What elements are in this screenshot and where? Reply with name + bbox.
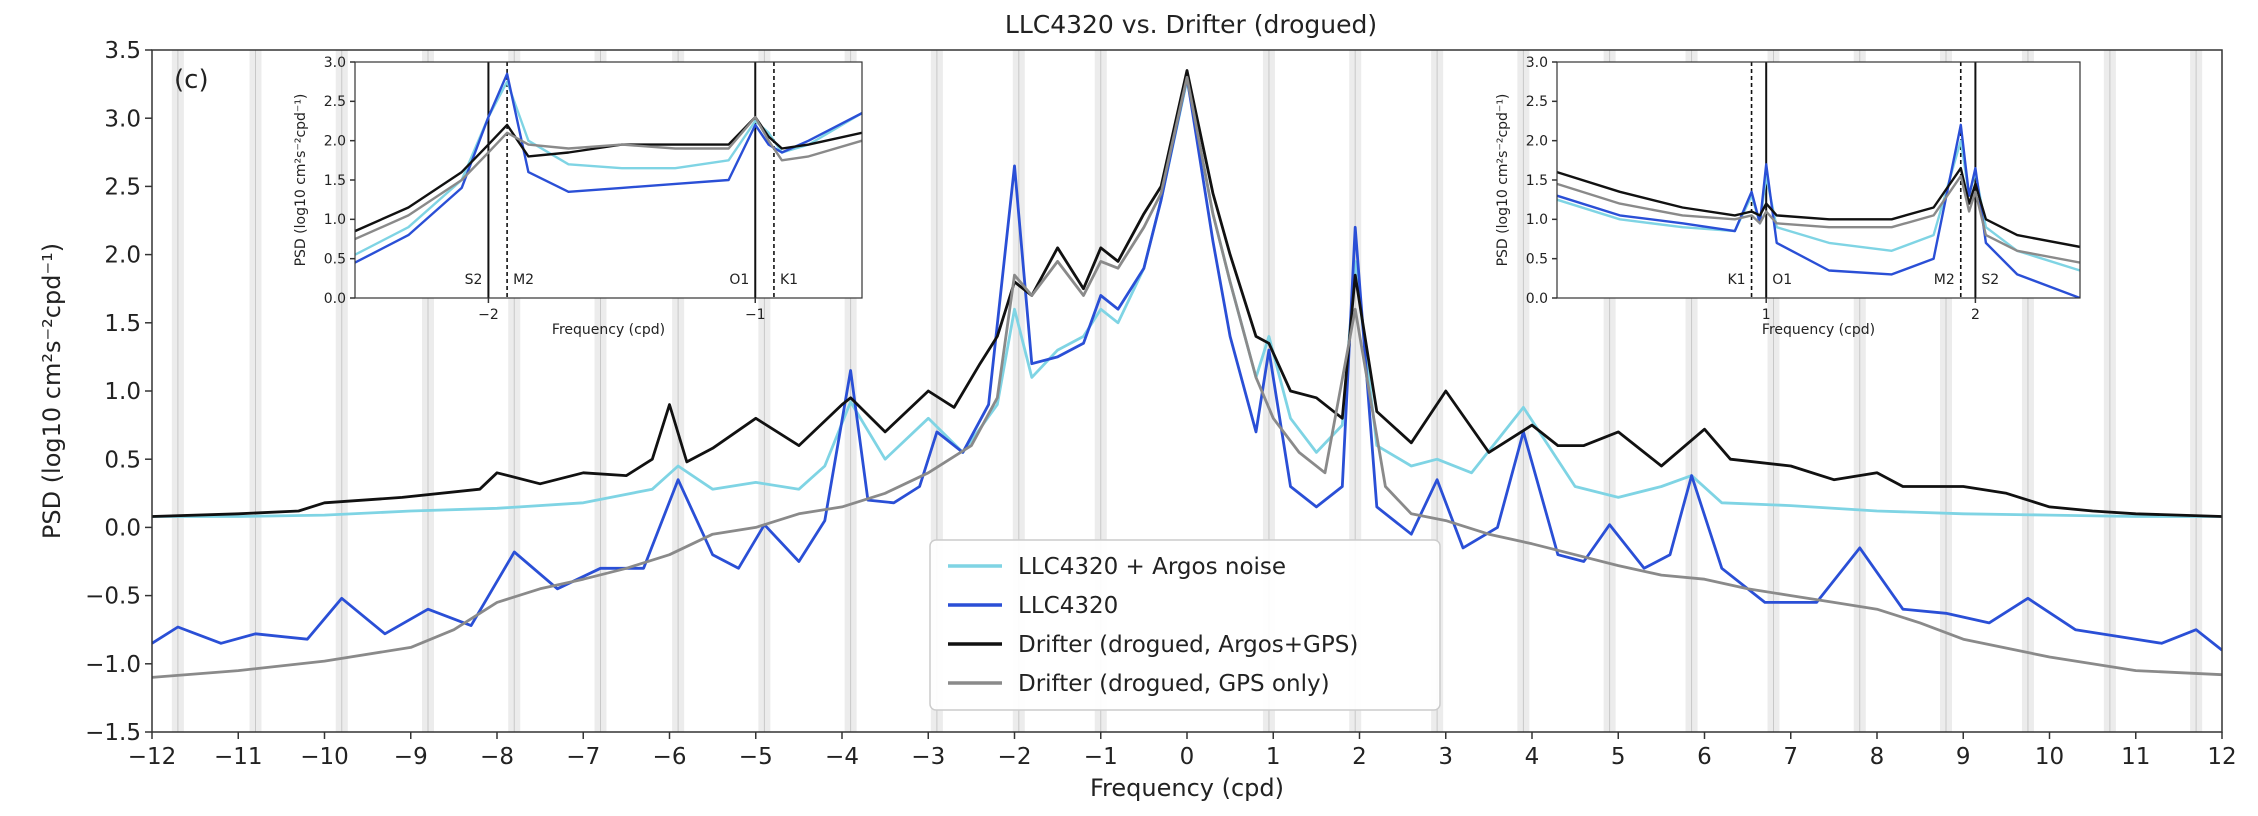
y-tick-label: 2.5 [104,174,141,200]
series-group [1557,123,2080,298]
constituent-label: S2 [465,272,483,288]
series-line [152,75,2222,679]
x-tick-label: 5 [1611,744,1626,770]
x-tick-label: −10 [300,744,349,770]
x-tick-label: −12 [128,744,177,770]
plot-background [355,62,862,298]
constituent-label: K1 [780,272,798,288]
y-tick-label: 3.0 [324,55,346,71]
x-tick-label: −11 [214,744,263,770]
y-tick-label: 1.0 [324,212,346,228]
x-tick-label: 8 [1870,744,1885,770]
x-tick-label: 2 [1971,307,1980,323]
x-tick-label: 11 [2121,744,2150,770]
legend-label: Drifter (drogued, Argos+GPS) [1018,632,1358,658]
y-tick-label: −1.0 [85,652,141,678]
x-tick-label: 7 [1783,744,1798,770]
y-axis-label: PSD (log10 cm²s⁻²cpd⁻¹) [293,94,309,267]
y-tick-label: −1.5 [85,720,141,746]
x-axis-label: Frequency (cpd) [1090,774,1284,802]
y-tick-label: 0.5 [1526,252,1548,268]
x-tick-label: −8 [480,744,514,770]
series-group [152,69,2222,679]
x-tick-label: 4 [1525,744,1540,770]
x-tick-label: −5 [739,744,773,770]
constituent-label: O1 [1772,272,1792,288]
y-tick-label: 0.0 [324,291,346,307]
y-axis-label: PSD (log10 cm²s⁻²cpd⁻¹) [38,243,66,539]
constituent-label: K1 [1727,272,1745,288]
x-tick-label: −3 [911,744,945,770]
y-tick-label: 1.0 [1526,212,1548,228]
x-tick-label: −6 [653,744,687,770]
constituent-label: M2 [1934,272,1955,288]
x-tick-label: 3 [1438,744,1453,770]
x-tick-label: −1 [1084,744,1118,770]
x-axis-label: Frequency (cpd) [1762,322,1875,338]
legend-label: LLC4320 [1018,593,1118,619]
y-tick-label: 0.0 [104,515,141,541]
x-tick-label: −1 [745,307,766,323]
y-tick-label: 3.0 [1526,55,1548,71]
x-tick-label: 0 [1180,744,1195,770]
y-tick-label: 3.0 [104,106,141,132]
x-tick-label: 2 [1352,744,1367,770]
y-tick-label: 1.0 [104,379,141,405]
x-tick-label: −2 [478,307,499,323]
constituent-label: S2 [1981,272,1999,288]
series-group [355,72,862,264]
legend: LLC4320 + Argos noise LLC4320 Drifter (dro… [929,539,1441,711]
x-tick-label: −7 [566,744,600,770]
y-tick-label: 0.5 [324,252,346,268]
x-tick-label: −2 [998,744,1032,770]
x-tick-label: 9 [1956,744,1971,770]
x-tick-label: −9 [394,744,428,770]
y-tick-label: 1.5 [104,311,141,337]
legend-box [929,539,1441,711]
series-line [1557,167,2080,249]
y-tick-label: 2.0 [1526,134,1548,150]
y-tick-label: 2.0 [104,243,141,269]
plot-background [1557,62,2080,298]
x-tick-label: 10 [2035,744,2064,770]
x-tick-label: 1 [1762,307,1771,323]
constituent-label: O1 [729,272,749,288]
y-tick-label: 1.5 [324,173,346,189]
y-tick-label: 0.0 [1526,291,1548,307]
x-tick-label: −4 [825,744,859,770]
x-tick-label: 12 [2207,744,2236,770]
y-tick-label: −0.5 [85,584,141,610]
y-tick-label: 1.5 [1526,173,1548,189]
y-tick-label: 2.5 [324,94,346,110]
y-tick-label: 2.5 [1526,94,1548,110]
panel-label: (c) [174,65,209,95]
series-line [152,69,2222,518]
y-axis-label: PSD (log10 cm²s⁻²cpd⁻¹) [1495,94,1511,267]
chart-title: LLC4320 vs. Drifter (drogued) [1005,10,1377,39]
series-line [1557,174,2080,264]
x-tick-label: 6 [1697,744,1712,770]
x-tick-label: 1 [1266,744,1281,770]
inset-right: 1 2 0.0 0.5 1.0 1.5 2.0 2.5 3.0 Frequency (cpd) PS… [1495,55,2081,338]
series-line [355,115,862,241]
inset-left: −2 −1 0.0 0.5 1.0 1.5 2.0 2.5 3.0 Frequency (cpd)… [293,55,863,338]
x-axis-label: Frequency (cpd) [552,322,665,338]
constituent-label: M2 [513,272,534,288]
y-tick-label: 2.0 [324,134,346,150]
legend-label: Drifter (drogued, GPS only) [1018,671,1330,697]
legend-label: LLC4320 + Argos noise [1018,554,1286,580]
y-tick-label: 3.5 [104,38,141,64]
y-tick-label: 0.5 [104,447,141,473]
